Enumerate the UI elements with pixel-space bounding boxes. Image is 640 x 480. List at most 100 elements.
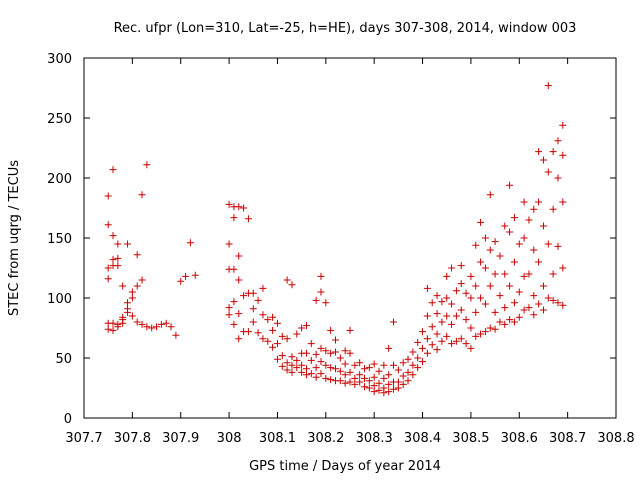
data-point: [341, 379, 349, 387]
data-point: [322, 347, 330, 355]
data-point: [109, 326, 117, 334]
data-point: [438, 318, 446, 326]
data-point: [385, 388, 393, 396]
data-point: [452, 337, 460, 345]
data-point: [443, 272, 451, 280]
data-points: [104, 82, 567, 397]
data-point: [225, 311, 233, 319]
data-point: [341, 360, 349, 368]
data-point: [109, 232, 117, 240]
data-point: [167, 323, 175, 331]
data-point: [385, 380, 393, 388]
data-point: [501, 270, 509, 278]
data-point: [530, 311, 538, 319]
data-point: [114, 262, 122, 270]
data-point: [414, 338, 422, 346]
data-point: [438, 337, 446, 345]
data-point: [510, 299, 518, 307]
data-point: [448, 300, 456, 308]
data-point: [486, 282, 494, 290]
data-point: [327, 364, 335, 372]
data-point: [525, 304, 533, 312]
data-point: [240, 292, 248, 300]
data-point: [259, 284, 267, 292]
data-point: [293, 356, 301, 364]
data-point: [428, 299, 436, 307]
data-point: [409, 348, 417, 356]
data-point: [317, 358, 325, 366]
data-point: [390, 318, 398, 326]
data-point: [312, 373, 320, 381]
x-tick-label: 308.2: [307, 431, 344, 446]
data-point: [520, 272, 528, 280]
data-point: [433, 310, 441, 318]
data-point: [104, 192, 112, 200]
data-point: [269, 313, 277, 321]
data-point: [414, 364, 422, 372]
data-point: [419, 328, 427, 336]
data-point: [535, 148, 543, 156]
data-point: [109, 319, 117, 327]
data-point: [104, 221, 112, 229]
data-point: [549, 270, 557, 278]
data-point: [143, 323, 151, 331]
data-point: [327, 349, 335, 357]
y-tick-label: 50: [55, 352, 72, 367]
data-point: [259, 335, 267, 343]
data-point: [414, 354, 422, 362]
data-point: [491, 238, 499, 246]
data-point: [515, 313, 523, 321]
data-point: [544, 82, 552, 90]
data-point: [133, 318, 141, 326]
chart-title: Rec. ufpr (Lon=310, Lat=-25, h=HE), days…: [114, 21, 577, 36]
data-point: [317, 288, 325, 296]
data-point: [283, 276, 291, 284]
data-point: [302, 371, 310, 379]
data-point: [472, 282, 480, 290]
data-point: [535, 300, 543, 308]
data-point: [157, 320, 165, 328]
data-point: [351, 361, 359, 369]
x-axis-ticks: 307.7 307.8 307.9 308 308.1 308.2 308.3 308.4 30…: [65, 58, 635, 446]
data-point: [191, 271, 199, 279]
data-point: [506, 228, 514, 236]
data-point: [520, 234, 528, 242]
data-point: [496, 318, 504, 326]
x-axis-label: GPS time / Days of year 2014: [249, 459, 441, 474]
data-point: [448, 264, 456, 272]
data-point: [235, 276, 243, 284]
data-point: [124, 240, 132, 248]
data-point: [361, 365, 369, 373]
data-point: [288, 281, 296, 289]
data-point: [119, 319, 127, 327]
data-point: [244, 328, 252, 336]
data-point: [365, 384, 373, 392]
data-point: [365, 377, 373, 385]
y-tick-label: 150: [47, 232, 72, 247]
data-point: [361, 374, 369, 382]
data-point: [501, 320, 509, 328]
data-point: [293, 364, 301, 372]
y-tick-label: 250: [47, 112, 72, 127]
data-point: [283, 335, 291, 343]
data-point: [423, 312, 431, 320]
data-point: [496, 292, 504, 300]
data-point: [486, 324, 494, 332]
data-point: [452, 287, 460, 295]
data-point: [336, 377, 344, 385]
data-point: [443, 312, 451, 320]
data-point: [462, 340, 470, 348]
data-point: [278, 352, 286, 360]
data-point: [249, 318, 257, 326]
data-point: [539, 282, 547, 290]
data-point: [264, 316, 272, 324]
data-point: [302, 349, 310, 357]
data-point: [230, 320, 238, 328]
data-point: [506, 316, 514, 324]
data-point: [491, 308, 499, 316]
data-point: [356, 359, 364, 367]
data-point: [109, 256, 117, 264]
data-point: [530, 292, 538, 300]
data-point: [423, 284, 431, 292]
